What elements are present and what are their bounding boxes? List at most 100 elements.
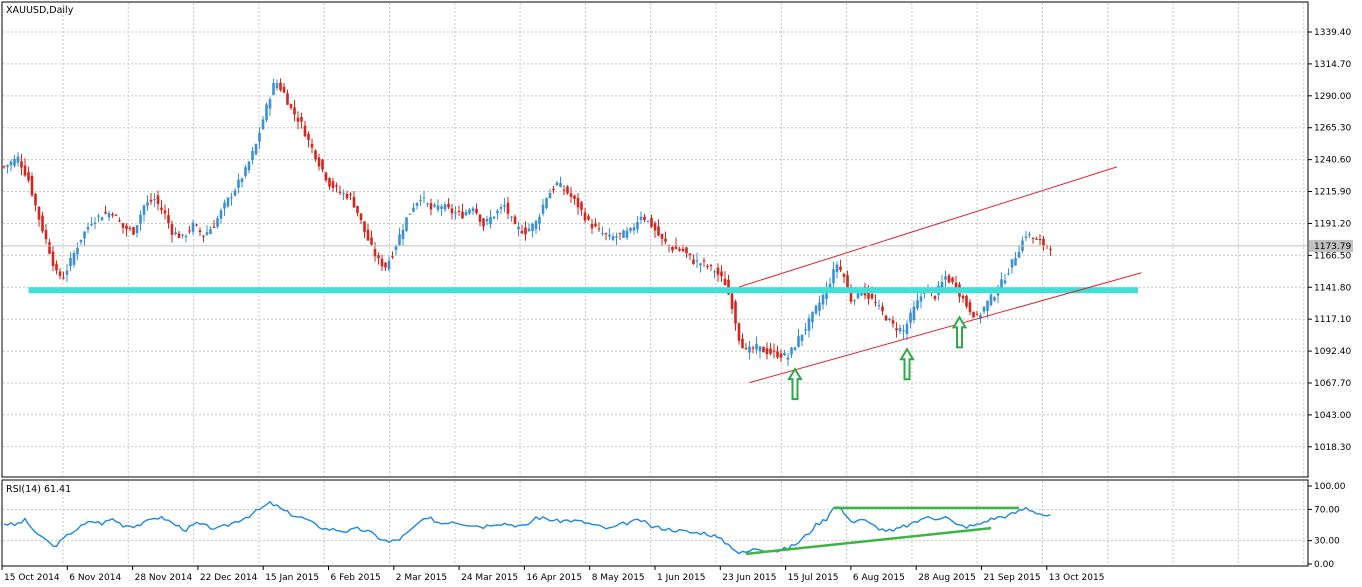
candle-body — [359, 213, 363, 221]
candle-body — [776, 351, 779, 358]
candle-body — [559, 183, 562, 187]
candle-body — [244, 167, 247, 176]
candle-body — [867, 289, 870, 299]
candle-body — [76, 247, 79, 255]
y-tick-label: 1018.30 — [1314, 443, 1351, 453]
candle-body — [296, 117, 300, 122]
y-tick-label: 1240.60 — [1314, 156, 1351, 166]
candle-body — [373, 249, 377, 257]
candle-body — [944, 276, 947, 280]
y-tick-label: 1166.50 — [1314, 251, 1351, 261]
candle-body — [415, 203, 419, 206]
candle-body — [27, 172, 30, 181]
candle-body — [475, 208, 478, 214]
candle-body — [538, 216, 541, 224]
x-tick-label: 15 Jul 2015 — [788, 573, 839, 583]
candle-body — [202, 235, 205, 237]
candle-body — [48, 242, 51, 254]
candle-body — [65, 270, 69, 275]
channel-lower-line — [749, 272, 1142, 384]
candle-body — [233, 190, 237, 196]
candle-body — [895, 328, 898, 331]
candle-body — [387, 260, 391, 270]
candle-body — [853, 300, 856, 302]
x-tick-label: 23 Jun 2015 — [722, 573, 776, 583]
candle-body — [237, 179, 240, 188]
candle-body — [576, 197, 580, 208]
candle-body — [216, 218, 219, 227]
candle-body — [919, 296, 923, 302]
candle-body — [303, 125, 307, 137]
candle-body — [531, 223, 534, 232]
candle-body — [594, 223, 597, 227]
candle-body — [947, 275, 951, 283]
candle-body — [601, 233, 604, 235]
candle-body — [356, 206, 359, 213]
candle-body — [499, 206, 503, 209]
candle-body — [338, 191, 342, 193]
candle-body — [541, 204, 545, 214]
candle-body — [331, 181, 335, 189]
candle-body — [69, 257, 72, 267]
candle-body — [615, 236, 618, 238]
candle-body — [674, 245, 678, 250]
candle-body — [170, 224, 174, 235]
candle-body — [940, 281, 944, 290]
candle-body — [370, 237, 373, 245]
candle-body — [198, 230, 202, 233]
candle-body — [433, 204, 436, 207]
candle-body — [555, 182, 559, 186]
candle-body — [142, 205, 146, 215]
candle-body — [713, 271, 716, 273]
candle-body — [398, 234, 401, 246]
candle-body — [912, 306, 916, 321]
candle-body — [195, 224, 198, 226]
candle-body — [104, 212, 107, 214]
candle-body — [636, 221, 639, 230]
candle-body — [282, 86, 286, 93]
candle-body — [545, 198, 548, 209]
current-price-label: 1173.79 — [1314, 242, 1351, 252]
candle-body — [527, 228, 531, 232]
y-tick-label: 1092.40 — [1314, 347, 1351, 357]
candle-body — [16, 156, 20, 163]
candle-body — [167, 215, 170, 224]
candle-body — [916, 300, 919, 309]
candle-body — [846, 275, 849, 288]
candle-body — [377, 255, 380, 259]
rsi-panel: 100.00 70.00 30.00 0.00 — [1, 479, 1346, 570]
candle-body — [818, 302, 821, 311]
candle-body — [856, 289, 860, 299]
candle-body — [90, 224, 93, 226]
candle-body — [639, 216, 643, 220]
x-tick-label: 24 Mar 2015 — [461, 573, 518, 583]
candle-body — [727, 279, 730, 295]
candle-body — [272, 83, 275, 95]
candle-body — [909, 312, 912, 323]
candle-body — [790, 347, 793, 355]
candle-body — [478, 214, 482, 222]
candle-body — [804, 329, 807, 331]
candle-body — [265, 104, 268, 121]
candle-body — [972, 311, 975, 318]
candle-body — [226, 197, 230, 207]
candle-body — [55, 263, 58, 271]
candle-body — [625, 230, 629, 238]
candle-body — [44, 230, 48, 240]
candle-body — [37, 206, 41, 220]
candle-body — [160, 207, 163, 210]
candle-body — [205, 232, 209, 235]
y-tick-label: 1265.30 — [1314, 124, 1351, 134]
candle-body — [149, 199, 153, 202]
x-tick-label: 13 Oct 2015 — [1049, 573, 1105, 583]
candle-body — [552, 188, 555, 191]
candle-body — [6, 165, 9, 167]
candle-body — [335, 185, 338, 187]
candle-body — [839, 266, 842, 271]
candle-body — [849, 290, 853, 302]
candle-body — [562, 189, 566, 191]
candle-body — [79, 239, 83, 243]
candle-body — [793, 347, 797, 350]
channel-upper-line — [738, 166, 1118, 288]
candle-body — [41, 215, 44, 232]
